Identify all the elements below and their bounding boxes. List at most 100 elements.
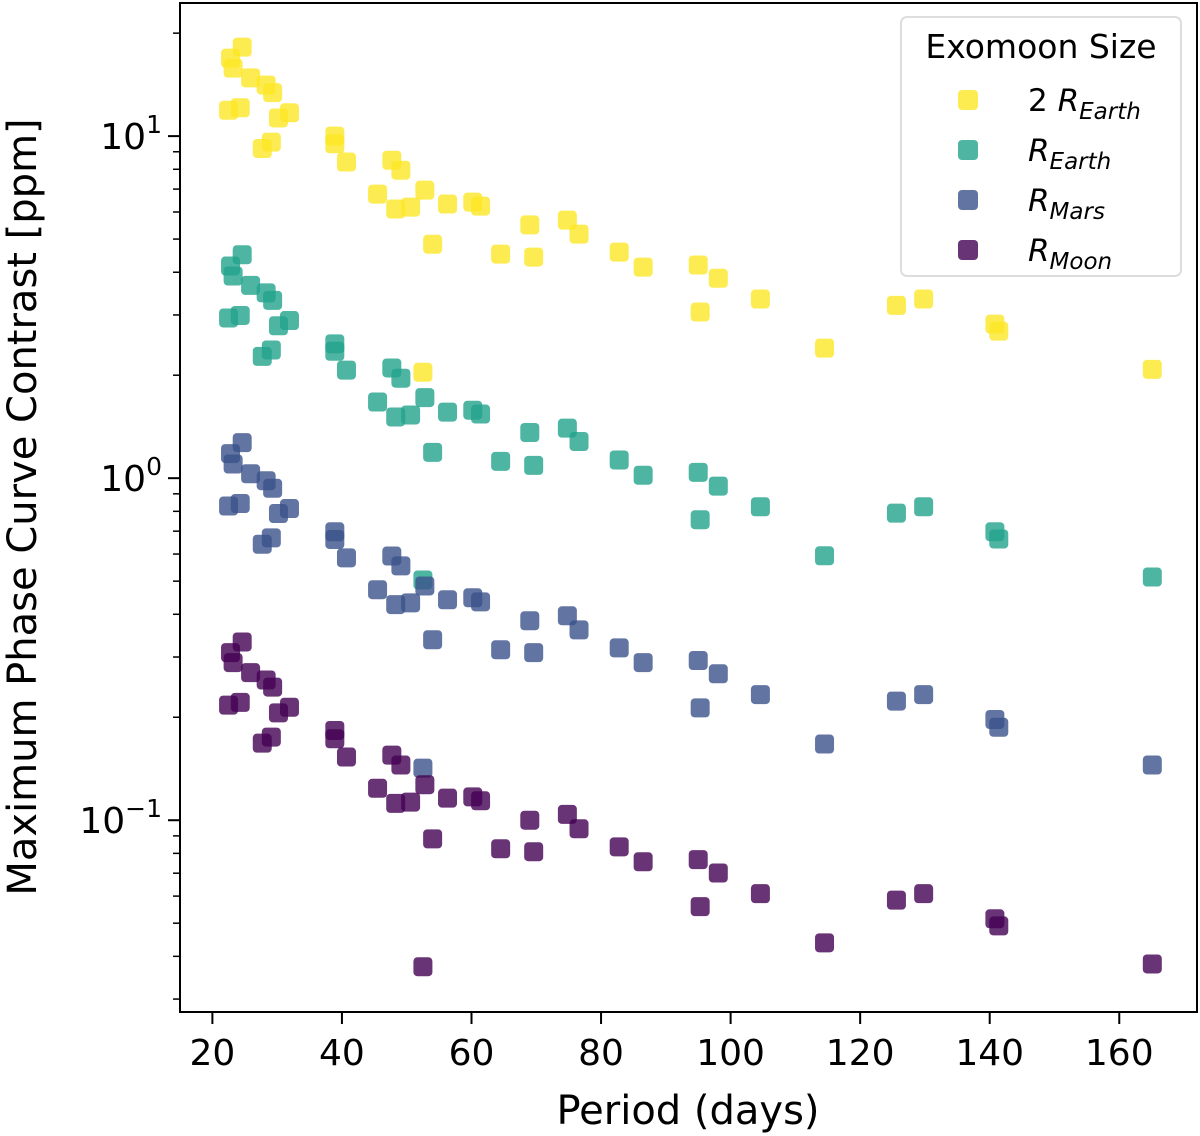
data-point: [223, 454, 243, 474]
data-point: [232, 37, 252, 57]
x-tick-label: 160: [1085, 1033, 1154, 1074]
legend: Exomoon Size 2 REarth REarth RMars RMoon: [900, 16, 1182, 277]
data-point: [633, 653, 653, 673]
legend-label: REarth: [1028, 133, 1111, 175]
data-point: [325, 134, 345, 154]
data-point: [633, 852, 653, 872]
data-point: [557, 804, 577, 824]
data-point: [279, 499, 299, 519]
data-point: [815, 933, 835, 953]
data-point: [520, 422, 540, 442]
data-point: [423, 829, 443, 849]
data-point: [690, 302, 710, 322]
data-point: [401, 405, 421, 425]
data-point: [279, 311, 299, 331]
data-point: [886, 691, 906, 711]
data-point: [413, 362, 433, 382]
data-point: [569, 620, 589, 640]
data-point: [230, 305, 250, 325]
data-point: [336, 747, 356, 767]
data-point: [415, 180, 435, 200]
data-point: [241, 464, 261, 484]
data-point: [386, 199, 406, 219]
data-point: [423, 442, 443, 462]
data-point: [261, 132, 281, 152]
data-point: [232, 245, 252, 265]
data-point: [886, 503, 906, 523]
legend-marker: [958, 190, 978, 210]
data-point: [750, 884, 770, 904]
data-point: [261, 727, 281, 747]
x-axis: 20 40 60 80 100 120 140 160: [189, 1012, 1154, 1074]
data-point: [401, 792, 421, 812]
data-point: [438, 194, 458, 214]
data-point: [438, 590, 458, 610]
legend-label: RMoon: [1028, 233, 1112, 275]
data-point: [423, 630, 443, 650]
data-point: [471, 404, 491, 424]
y-axis-label: Maximum Phase Curve Contrast [ppm]: [0, 118, 46, 895]
y-tick-label: 10−1: [79, 794, 162, 842]
data-point: [386, 793, 406, 813]
data-point: [386, 595, 406, 615]
data-point: [1142, 359, 1162, 379]
data-point: [413, 758, 433, 778]
data-point: [279, 103, 299, 123]
data-point: [401, 197, 421, 217]
series-0: [219, 37, 1162, 382]
legend-marker: [958, 90, 978, 110]
data-point: [609, 638, 629, 658]
legend-label: 2 REarth: [1028, 83, 1141, 125]
data-point: [750, 289, 770, 309]
data-point: [232, 632, 252, 652]
data-point: [471, 592, 491, 612]
data-point: [688, 462, 708, 482]
x-tick-label: 140: [955, 1033, 1024, 1074]
data-point: [241, 68, 261, 88]
legend-marker: [958, 140, 978, 160]
data-point: [520, 611, 540, 631]
data-point: [914, 497, 934, 517]
data-point: [438, 402, 458, 422]
x-tick-label: 100: [696, 1033, 765, 1074]
data-point: [230, 98, 250, 118]
data-point: [690, 698, 710, 718]
data-point: [633, 257, 653, 277]
data-point: [230, 494, 250, 514]
legend-entry: RMoon: [958, 233, 1112, 275]
data-point: [261, 528, 281, 548]
data-point: [263, 83, 283, 103]
data-point: [815, 338, 835, 358]
data-point: [815, 734, 835, 754]
data-point: [609, 450, 629, 470]
data-point: [750, 497, 770, 517]
data-point: [690, 510, 710, 530]
data-point: [401, 593, 421, 613]
legend-marker: [958, 240, 978, 260]
data-point: [708, 863, 728, 883]
x-tick-label: 40: [319, 1033, 365, 1074]
data-point: [368, 184, 388, 204]
data-point: [413, 957, 433, 977]
x-tick-label: 80: [578, 1033, 624, 1074]
data-point: [232, 433, 252, 453]
data-point: [633, 465, 653, 485]
data-point: [1142, 755, 1162, 775]
data-point: [989, 321, 1009, 341]
data-point: [708, 268, 728, 288]
data-point: [423, 234, 443, 254]
data-point: [391, 556, 411, 576]
y-tick-label: 101: [100, 110, 162, 158]
legend-title: Exomoon Size: [925, 27, 1156, 66]
data-point: [223, 266, 243, 286]
data-point: [1142, 567, 1162, 587]
data-point: [688, 850, 708, 870]
data-point: [336, 360, 356, 380]
data-point: [989, 717, 1009, 737]
data-point: [886, 890, 906, 910]
series-2: [219, 433, 1162, 778]
data-point: [491, 640, 511, 660]
data-point: [368, 580, 388, 600]
data-point: [690, 897, 710, 917]
data-point: [263, 478, 283, 498]
